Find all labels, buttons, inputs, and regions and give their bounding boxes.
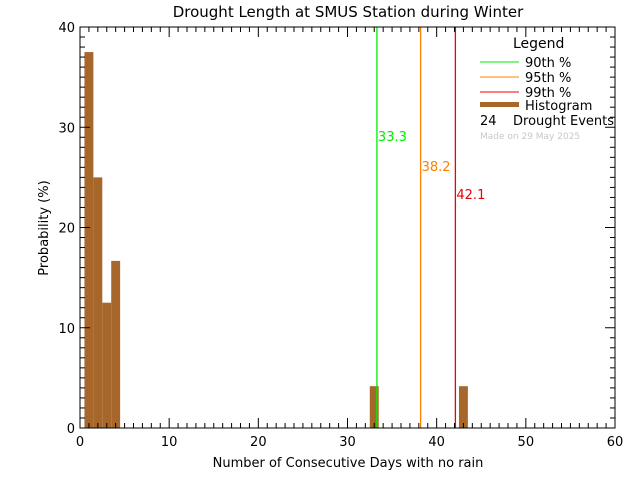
histogram-bar (84, 52, 94, 428)
histogram-bar (93, 177, 103, 428)
histogram-bar (111, 260, 121, 428)
histogram-bar (369, 386, 379, 428)
x-tick-label: 50 (518, 435, 535, 450)
x-tick-label: 60 (607, 435, 624, 450)
chart-title: Drought Length at SMUS Station during Wi… (173, 3, 524, 21)
percentile-label: 38.2 (422, 160, 451, 175)
x-tick-label: 10 (161, 435, 178, 450)
made-on-note: Made on 29 May 2025 (480, 132, 580, 142)
x-tick-label: 0 (76, 435, 84, 450)
legend-label: Histogram (525, 99, 592, 114)
x-tick-label: 40 (428, 435, 445, 450)
y-axis-label: Probability (%) (37, 180, 52, 275)
legend-label: 95th % (525, 71, 571, 86)
legend-events-label: Drought Events (513, 114, 614, 129)
y-tick-label: 30 (58, 121, 75, 136)
histogram-bar (458, 386, 468, 428)
legend-label: 99th % (525, 86, 571, 101)
legend-label: 90th % (525, 56, 571, 71)
histogram-bar (102, 302, 112, 428)
percentile-label: 33.3 (378, 130, 407, 145)
y-tick-label: 10 (58, 322, 75, 337)
x-axis-label: Number of Consecutive Days with no rain (213, 456, 484, 471)
legend-events-count: 24 (480, 114, 497, 129)
legend-swatch-histogram (480, 102, 519, 107)
legend-title: Legend (513, 36, 564, 52)
x-tick-label: 20 (250, 435, 267, 450)
percentile-label: 42.1 (456, 188, 485, 203)
y-tick-label: 0 (67, 422, 75, 437)
x-tick-label: 30 (339, 435, 356, 450)
y-tick-label: 40 (58, 21, 75, 36)
y-tick-label: 20 (58, 222, 75, 237)
